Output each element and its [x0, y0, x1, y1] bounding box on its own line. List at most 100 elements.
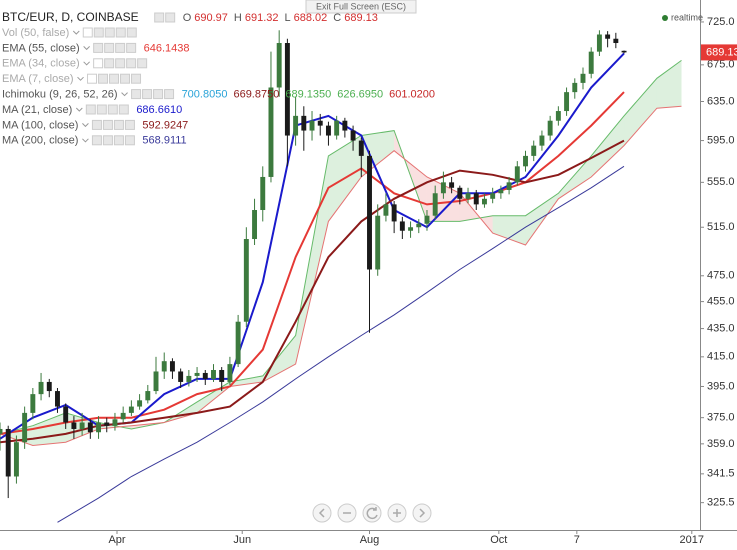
legend-icon[interactable]: [154, 12, 165, 23]
ohlc-value: 689.13: [344, 12, 378, 24]
candle-body: [473, 193, 479, 205]
candle-body: [375, 215, 381, 270]
cloud-segment: [624, 78, 657, 146]
candle-body: [399, 221, 405, 231]
candle-body: [564, 92, 570, 112]
legend-icon[interactable]: [118, 104, 129, 115]
legend-icon[interactable]: [124, 135, 135, 146]
candle-body: [219, 369, 225, 382]
x-tick-label: Oct: [490, 534, 507, 546]
y-tick-label: 595.0: [707, 134, 735, 146]
candle-body: [268, 87, 274, 177]
candle-body: [309, 120, 315, 131]
legend-dropdown[interactable]: [83, 61, 90, 66]
legend-icon[interactable]: [120, 73, 131, 84]
candle-body: [465, 193, 471, 199]
status-dot: [662, 15, 668, 21]
ohlc-value: 691.32: [245, 12, 279, 24]
legend-icon[interactable]: [164, 89, 175, 100]
candle-body: [358, 140, 364, 156]
legend-icon[interactable]: [126, 27, 137, 38]
legend-dropdown[interactable]: [75, 107, 83, 112]
candle-body: [440, 182, 446, 194]
legend-icon[interactable]: [85, 104, 96, 115]
candle-body: [457, 187, 463, 199]
candle-body: [432, 193, 438, 216]
legend-icon[interactable]: [113, 119, 124, 130]
legend-icon[interactable]: [115, 58, 126, 69]
legend-icon[interactable]: [126, 42, 137, 53]
legend-icon[interactable]: [165, 12, 176, 23]
legend-value: 700.8050: [182, 89, 228, 101]
legend-icon[interactable]: [98, 73, 109, 84]
legend-icon[interactable]: [91, 135, 102, 146]
candle-body: [96, 422, 101, 433]
legend-dropdown[interactable]: [77, 76, 84, 81]
candle-body: [416, 223, 422, 228]
legend-icon[interactable]: [115, 42, 126, 53]
legend-icon[interactable]: [104, 58, 115, 69]
legend-icon[interactable]: [113, 135, 124, 146]
legend-icon[interactable]: [93, 27, 104, 38]
legend-dropdown[interactable]: [121, 92, 128, 97]
legend-icon[interactable]: [87, 73, 98, 84]
candle-body: [424, 215, 430, 224]
legend-dropdown[interactable]: [83, 46, 90, 51]
legend-icon[interactable]: [142, 89, 153, 100]
legend-icon[interactable]: [153, 89, 164, 100]
candle-body: [137, 400, 143, 407]
candle-body: [71, 422, 77, 429]
legend-label: EMA (7, close): [2, 73, 74, 85]
y-tick-label: 325.5: [707, 497, 735, 509]
ohlc-value: 690.97: [194, 12, 228, 24]
legend-icon[interactable]: [104, 42, 115, 53]
icon-left: [318, 508, 325, 518]
legend-icon[interactable]: [107, 104, 118, 115]
y-tick-label: 375.0: [707, 412, 735, 424]
legend-icon[interactable]: [93, 42, 104, 53]
legend-icon[interactable]: [102, 135, 113, 146]
candle-body: [613, 38, 619, 44]
legend-icon[interactable]: [96, 104, 107, 115]
legend-icon[interactable]: [91, 119, 102, 130]
icon-plus: [393, 509, 401, 517]
legend-dropdown[interactable]: [82, 123, 89, 128]
scroll-left-button[interactable]: [312, 503, 332, 523]
legend-icon[interactable]: [126, 58, 137, 69]
legend-icon[interactable]: [104, 27, 115, 38]
legend-label: MA (100, close): [2, 119, 78, 131]
candle-body: [449, 182, 455, 188]
legend-label: Ichimoku (9, 26, 52, 26): [2, 89, 118, 101]
scroll-right-button[interactable]: [412, 503, 432, 523]
candle-body: [523, 155, 528, 167]
legend-icon[interactable]: [102, 119, 113, 130]
candle-body: [252, 210, 258, 240]
legend-icon[interactable]: [82, 27, 93, 38]
y-tick-label: 515.0: [707, 221, 735, 233]
legend-icon[interactable]: [109, 73, 120, 84]
ohlc-label: C: [333, 12, 341, 24]
candle-body: [596, 34, 602, 52]
legend-icon[interactable]: [131, 89, 142, 100]
plot-area: [0, 30, 682, 523]
candle-body: [367, 155, 372, 270]
legend-icon[interactable]: [137, 58, 148, 69]
legend-icon[interactable]: [124, 119, 135, 130]
legend-icon[interactable]: [93, 58, 104, 69]
candle-body: [13, 442, 19, 477]
y-tick-label: 395.0: [707, 380, 735, 392]
legend-icon[interactable]: [131, 73, 142, 84]
candle-body: [350, 130, 356, 141]
legend-icon[interactable]: [115, 27, 126, 38]
axes: 325.5 341.5 359.0 375.0 395.0 415.0 435.0 455.0…: [108, 16, 737, 546]
y-tick-label: 725.0: [707, 16, 735, 28]
x-tick-label: Aug: [360, 534, 380, 546]
y-tick-label: 675.0: [707, 59, 735, 71]
cloud-segment: [492, 215, 526, 245]
candle-body: [490, 193, 496, 199]
legend-dropdown[interactable]: [82, 138, 89, 143]
legend-dropdown[interactable]: [72, 30, 80, 35]
reset-button[interactable]: [362, 503, 382, 523]
zoom-controls[interactable]: [312, 503, 432, 523]
